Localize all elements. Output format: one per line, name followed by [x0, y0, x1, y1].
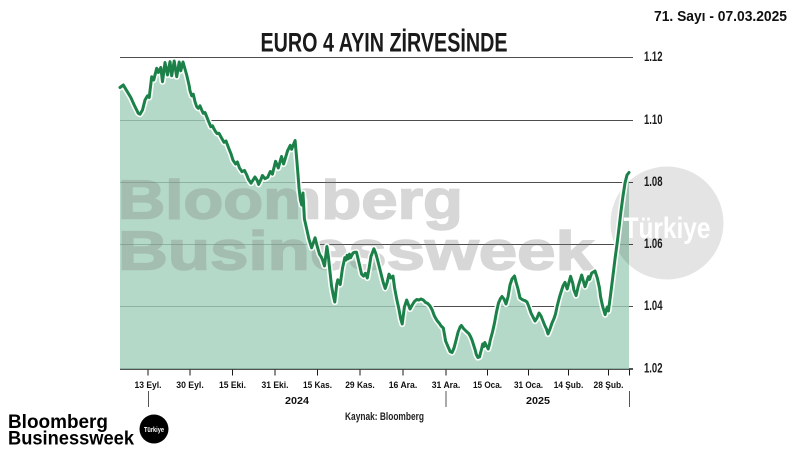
svg-text:1.04: 1.04 — [644, 298, 663, 313]
svg-text:1.08: 1.08 — [644, 174, 663, 189]
svg-text:30 Eyl.: 30 Eyl. — [176, 380, 204, 391]
svg-text:31 Eki.: 31 Eki. — [262, 380, 289, 391]
svg-text:EURO 4 AYIN ZİRVESİNDE: EURO 4 AYIN ZİRVESİNDE — [261, 28, 508, 58]
svg-text:2025: 2025 — [526, 396, 550, 407]
svg-text:1.10: 1.10 — [644, 112, 663, 127]
svg-text:1.06: 1.06 — [644, 236, 663, 251]
svg-text:2024: 2024 — [285, 396, 309, 407]
svg-text:Businessweek: Businessweek — [8, 428, 134, 449]
svg-text:1.02: 1.02 — [644, 360, 663, 375]
svg-text:16 Ara.: 16 Ara. — [389, 380, 418, 391]
svg-text:71. Sayı - 07.03.2025: 71. Sayı - 07.03.2025 — [654, 8, 787, 25]
svg-text:Türkiye: Türkiye — [624, 212, 711, 245]
svg-text:14 Şub.: 14 Şub. — [554, 380, 584, 391]
svg-text:29 Kas.: 29 Kas. — [345, 380, 375, 391]
svg-text:1.12: 1.12 — [644, 49, 663, 64]
svg-text:15 Kas.: 15 Kas. — [303, 380, 332, 391]
svg-text:Bloomberg: Bloomberg — [118, 170, 463, 231]
svg-text:15 Oca.: 15 Oca. — [473, 380, 502, 391]
svg-text:Türkiye: Türkiye — [144, 427, 164, 434]
svg-text:Bloomberg: Bloomberg — [8, 412, 108, 433]
svg-text:15 Eki.: 15 Eki. — [219, 380, 246, 391]
svg-text:13 Eyl.: 13 Eyl. — [135, 380, 162, 391]
svg-text:28 Şub.: 28 Şub. — [594, 380, 624, 391]
svg-text:31 Oca.: 31 Oca. — [514, 380, 543, 391]
svg-text:31 Ara.: 31 Ara. — [432, 380, 461, 391]
svg-text:Kaynak: Bloomberg: Kaynak: Bloomberg — [345, 411, 424, 423]
